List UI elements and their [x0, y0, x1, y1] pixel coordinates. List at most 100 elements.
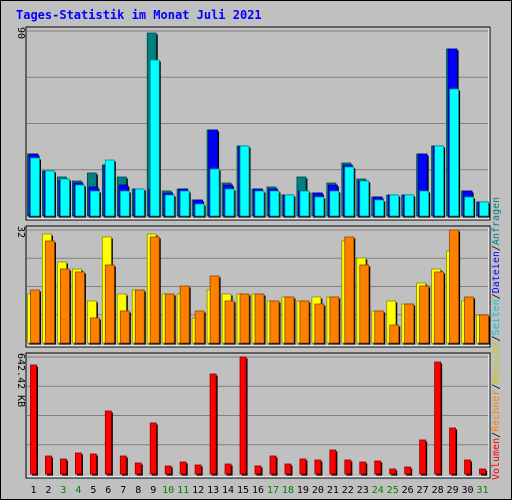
legend-rechner: Rechner: [491, 390, 502, 432]
legend-sep-2: /: [491, 384, 502, 390]
panel-2-bar-rechner-day-17: [269, 300, 280, 344]
panel-3-bar-volumen-day-25: [389, 468, 397, 475]
day-label-13: 13: [207, 485, 219, 496]
panel-3-bar-volumen-day-27: [419, 439, 427, 475]
panel-3-bar-volumen-day-12: [194, 464, 202, 475]
panel-2-bar-rechner-day-30: [464, 296, 474, 344]
panel-2-bar-rechner-day-15: [239, 293, 250, 344]
panel-2-bar-rechner-day-16: [254, 293, 265, 344]
day-label-21: 21: [327, 485, 339, 496]
panel-1-bar-seiten-day-26: [404, 194, 415, 217]
panel-2-ymax-label: 32: [15, 226, 26, 238]
day-label-3: 3: [60, 485, 66, 496]
panel-1-bar-seiten-day-2: [45, 170, 55, 217]
panel-1-bar-seiten-day-27: [419, 190, 430, 217]
day-label-11: 11: [177, 485, 189, 496]
day-label-28: 28: [432, 485, 444, 496]
day-label-17: 17: [267, 485, 279, 496]
panel-1-bar-seiten-day-29: [449, 88, 459, 217]
day-label-29: 29: [447, 485, 459, 496]
panel-1-bar-seiten-day-20: [314, 196, 325, 217]
day-label-23: 23: [357, 485, 369, 496]
panel-2-bar-rechner-day-3: [60, 268, 70, 344]
legend-volumen: Volumen: [491, 438, 502, 480]
panel-3-bar-volumen-day-18: [284, 463, 292, 475]
panel-3-bar-volumen-day-9: [149, 422, 157, 475]
panel-2-bar-rechner-day-19: [299, 300, 310, 344]
panel-1-ymax-label: 90: [15, 27, 26, 39]
day-label-20: 20: [312, 485, 324, 496]
legend-sep-5: /: [491, 245, 502, 251]
panel-1-bar-seiten-day-8: [134, 188, 145, 217]
panel-2-bar-rechner-day-21: [329, 296, 340, 344]
panel-1-bar-seiten-day-23: [359, 180, 370, 217]
day-label-24: 24: [372, 485, 384, 496]
panel-2-bar-rechner-day-8: [134, 289, 145, 344]
panel-1-bar-seiten-day-11: [179, 190, 190, 217]
panel-3-bar-volumen-day-11: [179, 461, 187, 475]
panel-1-bar-seiten-day-21: [329, 190, 340, 217]
panel-2-bar-rechner-day-14: [224, 300, 235, 344]
panel-1-bar-seiten-day-9: [149, 59, 160, 217]
legend-sep-3: /: [491, 335, 502, 341]
panel-2-bar-rechner-day-27: [419, 285, 430, 344]
day-label-26: 26: [402, 485, 414, 496]
panel-1-bar-seiten-day-5: [89, 190, 100, 217]
panel-3-bar-volumen-day-13: [209, 373, 217, 475]
panel-3-bar-volumen-day-31: [479, 468, 486, 475]
panel-1-bar-seiten-day-13: [209, 168, 220, 217]
legend-seiten: Seiten: [491, 299, 502, 335]
panel-1-bar-seiten-day-1: [30, 157, 40, 217]
chart-title: Tages-Statistik im Monat Juli 2021: [16, 8, 262, 22]
panel-3-bar-volumen-day-17: [269, 455, 277, 475]
day-label-12: 12: [192, 485, 204, 496]
panel-3-bar-volumen-day-14: [224, 463, 232, 475]
panel-2-bar-rechner-day-29: [449, 229, 459, 344]
day-label-19: 19: [297, 485, 309, 496]
panel-2-bar-rechner-day-31: [479, 314, 489, 344]
panel-3-bar-volumen-day-8: [134, 462, 142, 475]
panel-2-bar-rechner-day-9: [149, 236, 160, 344]
panel-3-bar-volumen-day-4: [74, 452, 82, 475]
day-label-7: 7: [120, 485, 126, 496]
day-label-31: 31: [476, 485, 488, 496]
day-label-1: 1: [30, 485, 36, 496]
panel-1-bar-seiten-day-12: [194, 203, 205, 217]
panel-3-bar-volumen-day-24: [374, 460, 382, 475]
panel-1-bar-seiten-day-3: [60, 178, 70, 217]
panel-2-bar-rechner-day-26: [404, 303, 415, 344]
panel-3-bar-volumen-day-26: [404, 466, 412, 475]
panel-2-bar-rechner-day-13: [209, 275, 220, 344]
panel-3-bar-volumen-day-20: [314, 459, 322, 475]
panel-1-bar-seiten-day-15: [239, 145, 250, 217]
day-label-5: 5: [90, 485, 96, 496]
chart-legend: Volumen/Rechner/Besuche/Seiten/Dateien/A…: [491, 197, 502, 480]
panel-2-bar-rechner-day-5: [89, 317, 100, 344]
panel-1-bar-seiten-day-24: [374, 199, 385, 217]
panel-1-bar-seiten-day-30: [464, 196, 474, 217]
day-label-10: 10: [162, 485, 174, 496]
panel-3-bar-volumen-day-15: [239, 356, 247, 475]
day-label-9: 9: [150, 485, 156, 496]
panel-2-bar-rechner-day-24: [374, 310, 385, 344]
panel-1-bar-seiten-day-25: [389, 194, 400, 217]
panel-3-bar-volumen-day-21: [329, 449, 337, 475]
day-label-16: 16: [252, 485, 264, 496]
legend-sep-1: /: [491, 432, 502, 438]
legend-dateien: Dateien: [491, 251, 502, 293]
day-label-2: 2: [45, 485, 51, 496]
panel-1-bar-seiten-day-7: [119, 190, 130, 217]
panel-2-bar-rechner-day-20: [314, 303, 325, 344]
panel-3-bar-volumen-day-23: [359, 461, 367, 475]
day-label-4: 4: [75, 485, 81, 496]
panel-1-bar-seiten-day-28: [434, 145, 445, 217]
panel-1-bar-seiten-day-19: [299, 190, 310, 217]
day-label-22: 22: [342, 485, 354, 496]
panel-3-bar-volumen-day-30: [464, 459, 471, 475]
panel-3-ymax-label: 642.42 KB: [15, 353, 26, 407]
panel-2-bar-rechner-day-11: [179, 285, 190, 344]
panel-2-bar-rechner-day-18: [284, 296, 295, 344]
panel-1-bar-seiten-day-16: [254, 190, 265, 217]
